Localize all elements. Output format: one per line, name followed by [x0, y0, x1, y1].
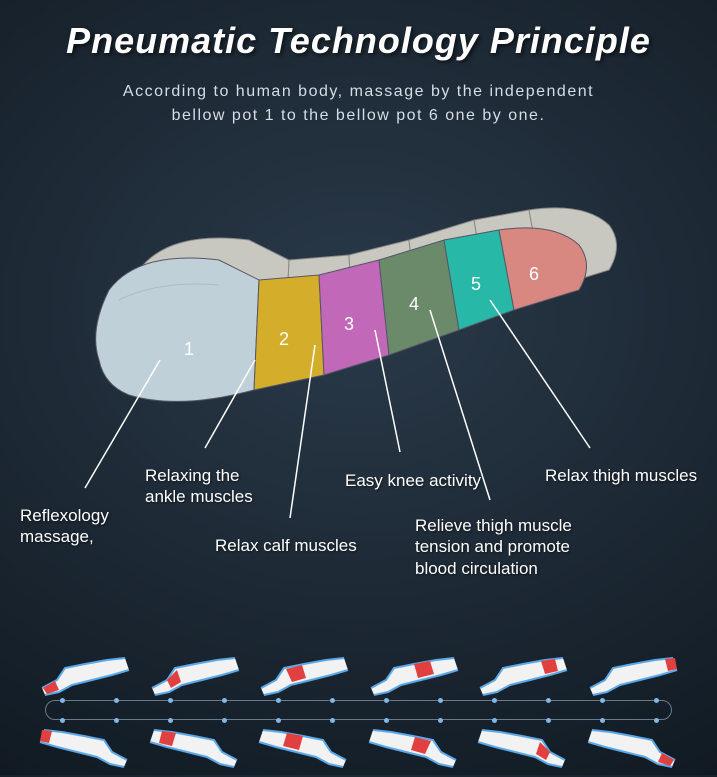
leg-step-bottom-5	[147, 722, 242, 772]
leg-step-top-3	[256, 650, 351, 700]
dot	[546, 718, 551, 723]
dot	[330, 718, 335, 723]
dot	[222, 698, 227, 703]
dot	[276, 698, 281, 703]
leg-step-top-1	[37, 650, 132, 700]
dot	[276, 718, 281, 723]
page-title: Pneumatic Technology Principle	[0, 0, 717, 62]
loop-track	[45, 700, 672, 720]
page-subtitle: According to human body, massage by the …	[0, 80, 717, 128]
label-2: Relaxing the ankle muscles	[145, 465, 265, 508]
dot	[222, 718, 227, 723]
dot	[114, 698, 119, 703]
leg-row-bottom	[0, 722, 717, 772]
dot	[492, 698, 497, 703]
dot	[330, 698, 335, 703]
dot	[654, 698, 659, 703]
dot	[438, 718, 443, 723]
dot	[168, 718, 173, 723]
dot	[114, 718, 119, 723]
dot	[438, 698, 443, 703]
subtitle-line-1: According to human body, massage by the …	[123, 83, 594, 100]
label-3: Relax calf muscles	[215, 535, 375, 556]
leg-step-top-5	[475, 650, 570, 700]
subtitle-line-2: bellow pot 1 to the bellow pot 6 one by …	[172, 107, 546, 124]
leg-step-bottom-4	[256, 722, 351, 772]
leg-step-top-4	[366, 650, 461, 700]
lead-4	[375, 330, 400, 452]
dot	[600, 698, 605, 703]
dot	[60, 698, 65, 703]
sequence-strip	[0, 640, 717, 775]
leg-step-bottom-1	[585, 722, 680, 772]
label-1: Reflexology massage,	[20, 505, 130, 548]
dot	[384, 718, 389, 723]
label-4: Easy knee activity	[345, 470, 505, 491]
leg-step-bottom-3	[366, 722, 461, 772]
leg-step-top-2	[147, 650, 242, 700]
dot	[384, 698, 389, 703]
leg-step-bottom-6	[37, 722, 132, 772]
lead-2	[205, 360, 255, 448]
label-5: Relieve thigh muscle tension and promote…	[415, 515, 605, 579]
dot	[492, 718, 497, 723]
diagram-area: 1 2 3 4 5 6 Reflexology massage, Relaxin…	[0, 160, 717, 580]
lead-6	[490, 300, 590, 448]
dot	[600, 718, 605, 723]
leg-row-top	[0, 650, 717, 700]
leg-step-bottom-2	[475, 722, 570, 772]
leg-step-top-6	[585, 650, 680, 700]
label-6: Relax thigh muscles	[545, 465, 715, 486]
dot	[654, 718, 659, 723]
lead-3	[290, 345, 315, 518]
dot	[60, 718, 65, 723]
dot	[546, 698, 551, 703]
dot	[168, 698, 173, 703]
